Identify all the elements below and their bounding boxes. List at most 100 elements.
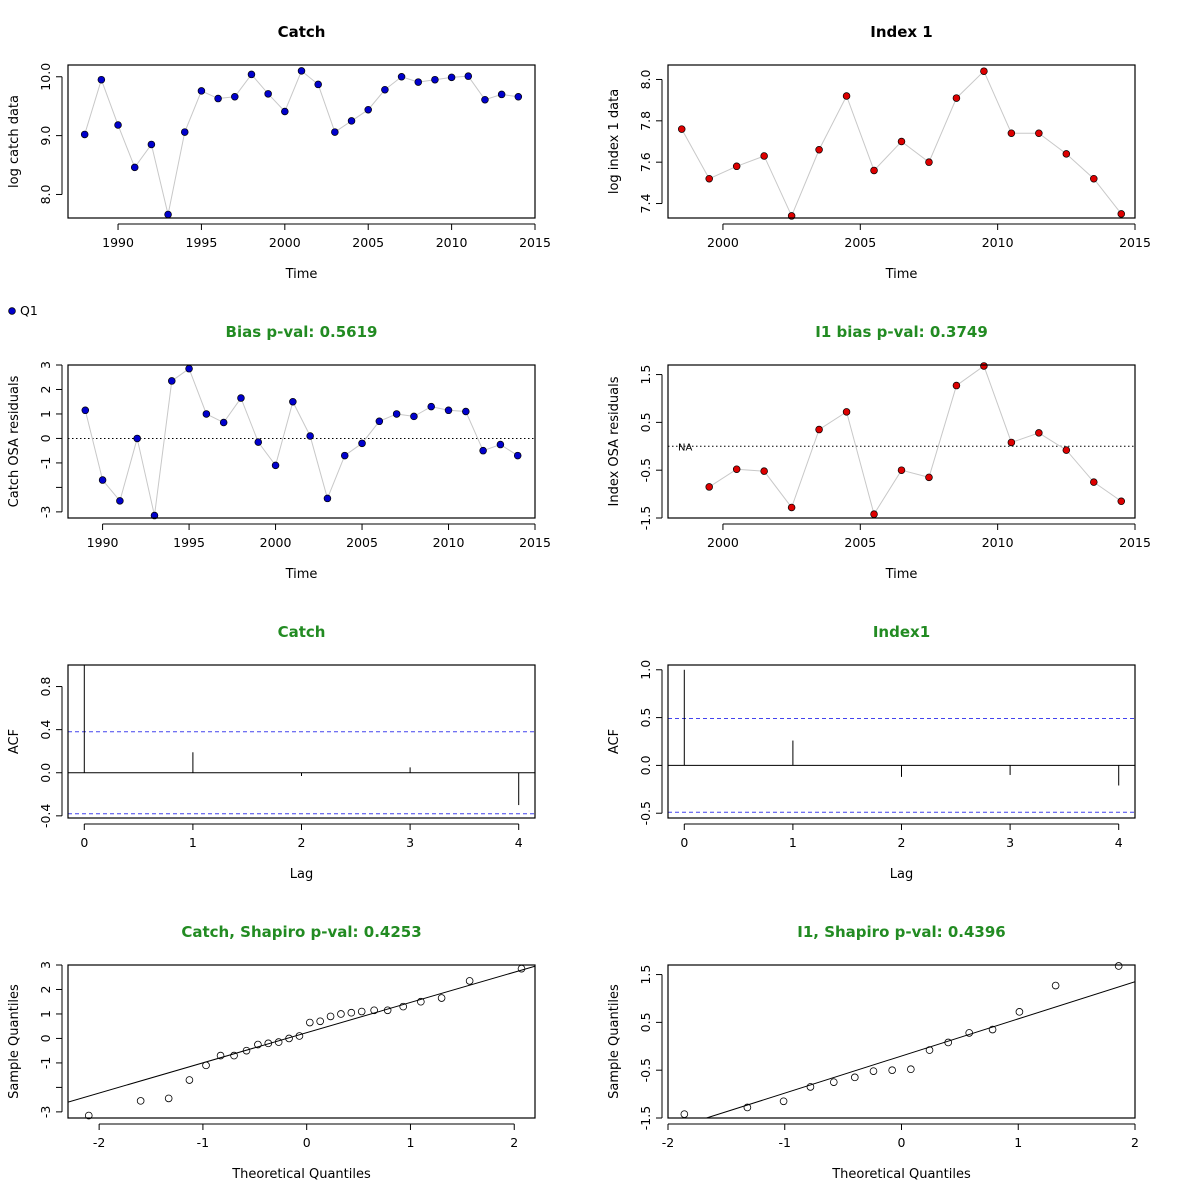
- data-point: [497, 90, 506, 99]
- y-tick-label: 0: [38, 1034, 53, 1042]
- data-point: [464, 72, 473, 80]
- x-tick-label: 0: [680, 835, 688, 850]
- data-point: [787, 503, 796, 512]
- qq-point: [829, 1078, 838, 1086]
- qq-point: [517, 964, 526, 973]
- data-point: [897, 137, 906, 146]
- x-axis-label: Time: [885, 267, 918, 282]
- x-tick-label: 4: [515, 835, 523, 850]
- y-tick-label: 2: [38, 386, 53, 394]
- qq-point: [357, 1007, 366, 1016]
- y-tick-label: -0.4: [38, 804, 53, 828]
- panel-title: Catch: [278, 23, 326, 41]
- data-point: [925, 473, 933, 482]
- qq-point: [285, 1034, 293, 1043]
- data-point: [760, 467, 768, 475]
- data-point: [980, 362, 988, 370]
- panel-2: Index 1 2000 2005 2010 2015 Time 7.4 7.6 7.8 8.0 l…: [607, 23, 1151, 282]
- data-point: [842, 408, 851, 416]
- qq-point: [264, 1039, 273, 1048]
- legend-marker: [8, 307, 16, 315]
- panel-8: I1, Shapiro p-val: 0.4396 -2 -1 0 1 2 Theoreti…: [607, 923, 1139, 1182]
- legend-label: Q1: [20, 303, 38, 318]
- x-tick-label: 2005: [844, 235, 876, 250]
- panel-1: Catch 1990 1995 2000 2005 2010 2015 Time 8.0 9.0 1…: [7, 23, 551, 318]
- x-tick-label: 1995: [186, 235, 218, 250]
- series-line: [84, 367, 518, 516]
- y-tick-label: -0.5: [638, 458, 653, 482]
- data-point: [168, 377, 176, 385]
- x-tick-label: 2: [298, 835, 306, 850]
- y-axis-label: log index 1 data: [607, 89, 622, 194]
- qq-point: [779, 1097, 788, 1106]
- y-tick-label: 7.6: [638, 152, 653, 172]
- x-tick-label: 1990: [87, 535, 119, 550]
- y-axis-label: Sample Quantiles: [607, 984, 622, 1099]
- panel-title: I1, Shapiro p-val: 0.4396: [797, 923, 1005, 941]
- x-tick-label: 2010: [436, 235, 468, 250]
- panel-title: Bias p-val: 0.5619: [226, 323, 378, 341]
- y-tick-label: 7.8: [638, 111, 653, 131]
- y-tick-label: 0: [38, 434, 53, 442]
- data-point: [80, 130, 89, 139]
- data-point: [514, 93, 523, 101]
- data-point: [444, 406, 453, 415]
- data-point: [271, 461, 280, 470]
- data-point: [397, 73, 406, 81]
- x-tick-label: 2: [898, 835, 906, 850]
- y-axis: 7.4 7.6 7.8 8.0: [638, 69, 663, 213]
- data-point: [297, 67, 306, 75]
- data-point: [410, 412, 418, 421]
- qq-point: [136, 1097, 145, 1105]
- qq-point: [1051, 981, 1060, 990]
- qq-point: [907, 1065, 915, 1074]
- x-axis-label: Time: [285, 267, 318, 282]
- y-tick-label: 10.0: [38, 63, 53, 91]
- x-tick-label: 1990: [102, 235, 134, 250]
- data-point: [202, 410, 211, 418]
- y-tick-label: 1: [38, 410, 53, 418]
- x-tick-label: 2: [1131, 1135, 1139, 1150]
- data-point: [281, 107, 289, 116]
- data-point: [254, 438, 263, 446]
- qq-point: [1114, 962, 1123, 970]
- panel-title: Index1: [873, 623, 930, 641]
- y-axis: 8.0 9.0 10.0: [38, 63, 63, 204]
- qq-point: [925, 1046, 934, 1054]
- y-tick-label: 8.0: [638, 69, 653, 89]
- panel-title: Catch, Shapiro p-val: 0.4253: [181, 923, 421, 941]
- y-tick-label: 0.0: [38, 763, 53, 783]
- x-tick-label: 0: [80, 835, 88, 850]
- x-tick-label: -1: [197, 1135, 209, 1150]
- x-tick-label: 1: [1014, 1135, 1022, 1150]
- data-point: [164, 210, 172, 219]
- data-point: [980, 67, 988, 75]
- data-point: [81, 406, 90, 415]
- qq-point: [216, 1051, 225, 1060]
- qq-point: [274, 1038, 283, 1046]
- data-point: [705, 174, 713, 183]
- y-tick-label: 1.0: [638, 660, 653, 680]
- data-point: [1117, 497, 1126, 506]
- plot-frame: [667, 664, 1136, 819]
- data-point: [147, 140, 156, 149]
- y-tick-label: -1: [38, 1057, 53, 1069]
- y-tick-label: -0.5: [638, 801, 653, 825]
- data-point: [150, 511, 159, 520]
- qq-point: [850, 1073, 859, 1082]
- x-tick-label: 2000: [707, 535, 739, 550]
- data-point: [925, 158, 933, 166]
- y-tick-label: -1: [38, 457, 53, 469]
- x-axis: 2000 2005 2010 2015: [707, 223, 1151, 250]
- y-tick-label: 0.4: [38, 720, 53, 740]
- panel-7: Catch, Shapiro p-val: 0.4253 -2 -1 0 1 2 Theor…: [7, 923, 536, 1182]
- data-point: [870, 166, 878, 175]
- y-axis: -3 -1 0 1 2 3: [38, 961, 63, 1118]
- data-point: [462, 407, 470, 416]
- data-point: [114, 121, 122, 129]
- data-point: [677, 125, 686, 133]
- data-point: [732, 465, 741, 473]
- x-axis: 1990 1995 2000 2005 2010 2015: [87, 523, 551, 550]
- data-point: [219, 418, 228, 427]
